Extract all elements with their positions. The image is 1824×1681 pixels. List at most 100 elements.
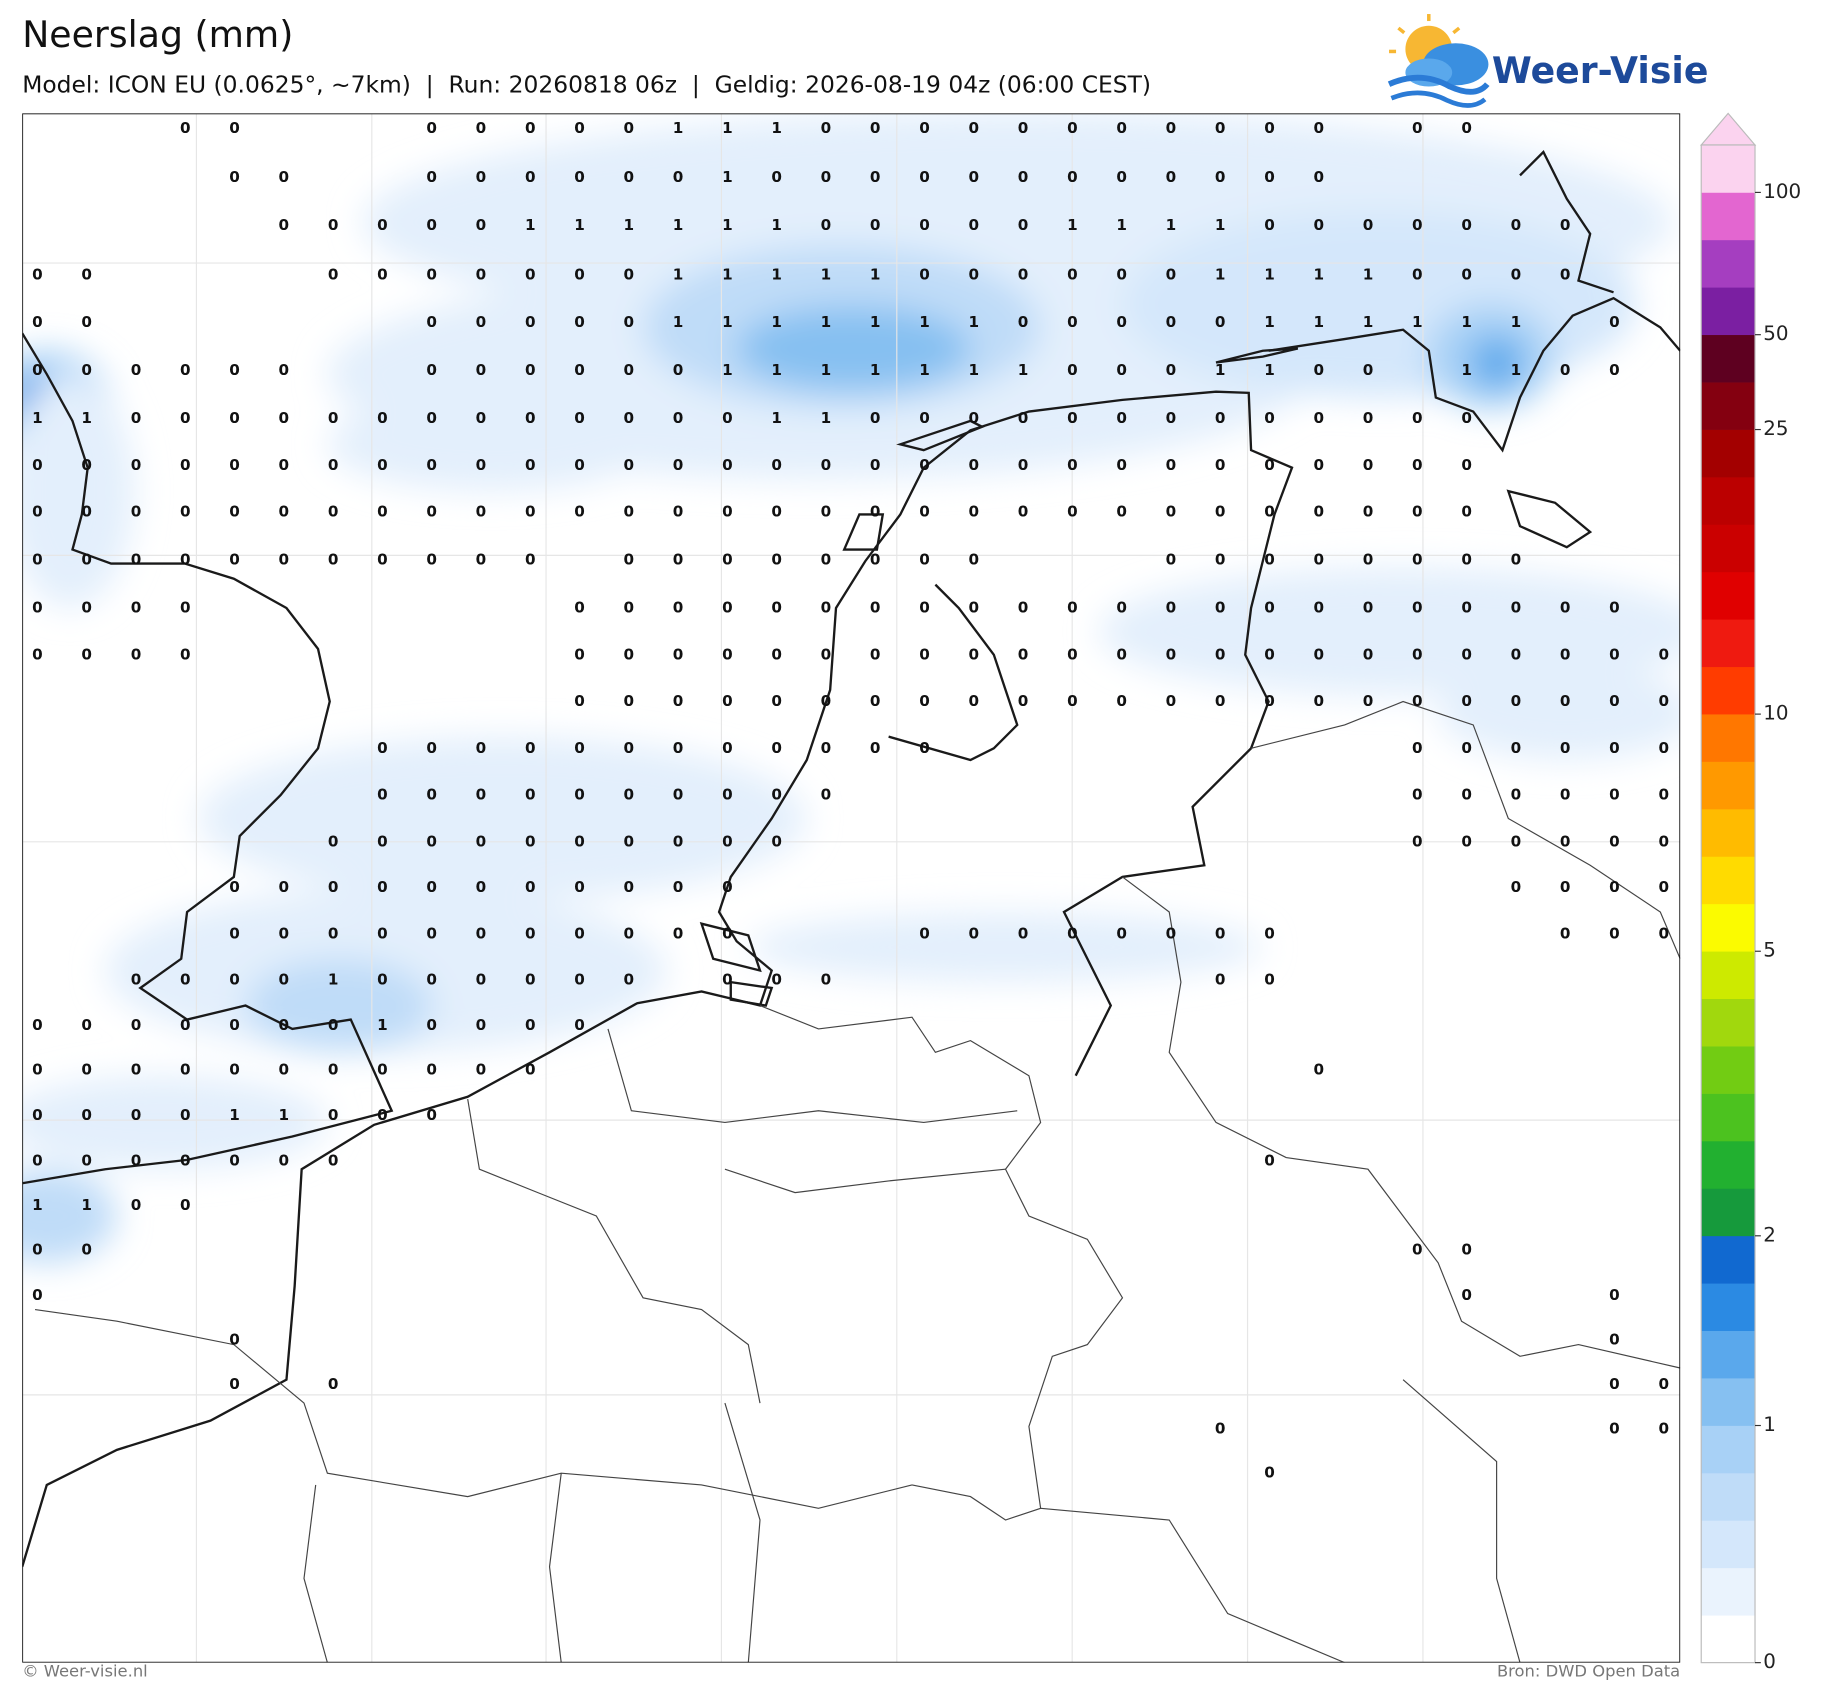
- grid-value: 0: [279, 409, 290, 427]
- grid-value: 0: [722, 786, 733, 804]
- grid-value: 0: [32, 361, 43, 379]
- grid-value: 0: [1116, 925, 1127, 943]
- grid-value: 0: [574, 645, 585, 663]
- grid-value: 0: [771, 503, 782, 521]
- grid-value: 0: [1313, 456, 1324, 474]
- colorbar-tick-label: 50: [1763, 322, 1788, 345]
- grid-value: 0: [1067, 925, 1078, 943]
- grid-value: 0: [969, 265, 980, 283]
- grid-value: 0: [377, 739, 388, 757]
- grid-value: 0: [1067, 409, 1078, 427]
- grid-value: 0: [1313, 409, 1324, 427]
- grid-value: 0: [1116, 409, 1127, 427]
- grid-value: 1: [1363, 313, 1374, 331]
- grid-value: 0: [722, 456, 733, 474]
- grid-value: 0: [919, 503, 930, 521]
- grid-value: 0: [1264, 925, 1275, 943]
- grid-value: 0: [279, 503, 290, 521]
- grid-value: 0: [426, 265, 437, 283]
- grid-value: 0: [476, 878, 487, 896]
- grid-value: 0: [525, 361, 536, 379]
- grid-value: 0: [32, 1286, 43, 1304]
- grid-value: 1: [279, 1106, 290, 1124]
- grid-value: 0: [624, 645, 635, 663]
- colorbar-band: [1701, 1520, 1756, 1569]
- colorbar-band: [1701, 666, 1756, 715]
- grid-value: 1: [673, 265, 684, 283]
- grid-value: 0: [624, 739, 635, 757]
- grid-value: 0: [1461, 456, 1472, 474]
- colorbar-band: [1701, 1140, 1756, 1189]
- grid-value: 0: [180, 409, 191, 427]
- grid-value: 0: [1166, 168, 1177, 186]
- grid-value: 0: [229, 970, 240, 988]
- grid-value: 0: [328, 1016, 339, 1034]
- graticule: [22, 113, 1681, 1663]
- grid-value: 0: [1511, 832, 1522, 850]
- grid-value: 0: [1067, 598, 1078, 616]
- colorbar-band: [1701, 1235, 1756, 1284]
- grid-value: 0: [1412, 645, 1423, 663]
- grid-value: 0: [722, 832, 733, 850]
- grid-value: 0: [771, 168, 782, 186]
- grid-value: 1: [1116, 216, 1127, 234]
- grid-value: 0: [821, 692, 832, 710]
- grid-value: 0: [525, 832, 536, 850]
- colorbar-band: [1701, 1093, 1756, 1142]
- grid-value: 0: [673, 925, 684, 943]
- logo-text: Weer-Visie: [1492, 49, 1709, 92]
- grid-value: 0: [426, 313, 437, 331]
- grid-value: 0: [1461, 216, 1472, 234]
- grid-value: 0: [1018, 692, 1029, 710]
- grid-value: 0: [1067, 456, 1078, 474]
- colorbar-band: [1701, 334, 1756, 383]
- grid-value: 0: [919, 119, 930, 137]
- grid-value: 0: [624, 878, 635, 896]
- grid-value: 0: [1560, 598, 1571, 616]
- grid-value: 0: [426, 1016, 437, 1034]
- grid-value: 0: [1264, 456, 1275, 474]
- grid-value: 0: [131, 1060, 142, 1078]
- grid-value: 0: [574, 925, 585, 943]
- grid-value: 0: [870, 692, 881, 710]
- grid-value: 0: [1215, 692, 1226, 710]
- grid-value: 0: [229, 1060, 240, 1078]
- grid-value: 0: [1018, 925, 1029, 943]
- grid-value: 0: [525, 265, 536, 283]
- grid-value: 0: [771, 739, 782, 757]
- grid-value: 0: [1313, 551, 1324, 569]
- grid-value: 0: [1166, 551, 1177, 569]
- grid-value: 0: [624, 925, 635, 943]
- grid-value: 1: [722, 313, 733, 331]
- grid-value: 0: [525, 168, 536, 186]
- grid-value: 0: [1166, 925, 1177, 943]
- colorbar-band: [1701, 144, 1756, 193]
- grid-value: 0: [279, 551, 290, 569]
- grid-value: 0: [328, 925, 339, 943]
- grid-value: 1: [870, 361, 881, 379]
- grid-value: 0: [1116, 645, 1127, 663]
- colorbar-band: [1701, 192, 1756, 241]
- grid-value: 0: [673, 551, 684, 569]
- grid-value: 0: [1166, 503, 1177, 521]
- grid-value: 0: [1412, 739, 1423, 757]
- grid-value: 0: [821, 551, 832, 569]
- colorbar-band: [1701, 903, 1756, 952]
- grid-value: 0: [525, 503, 536, 521]
- grid-value: 0: [1609, 313, 1620, 331]
- grid-value: 0: [81, 456, 92, 474]
- grid-value: 0: [624, 456, 635, 474]
- grid-value: 0: [673, 832, 684, 850]
- grid-value: 0: [722, 645, 733, 663]
- colorbar-tick-label: 100: [1763, 180, 1801, 203]
- grid-value: 0: [574, 361, 585, 379]
- grid-value: 0: [328, 216, 339, 234]
- grid-value: 0: [1018, 216, 1029, 234]
- grid-value: 0: [426, 361, 437, 379]
- grid-value: 0: [1313, 168, 1324, 186]
- grid-value: 0: [1067, 168, 1078, 186]
- grid-value: 0: [821, 216, 832, 234]
- grid-value: 0: [1560, 645, 1571, 663]
- grid-value: 0: [574, 456, 585, 474]
- grid-value: 0: [870, 551, 881, 569]
